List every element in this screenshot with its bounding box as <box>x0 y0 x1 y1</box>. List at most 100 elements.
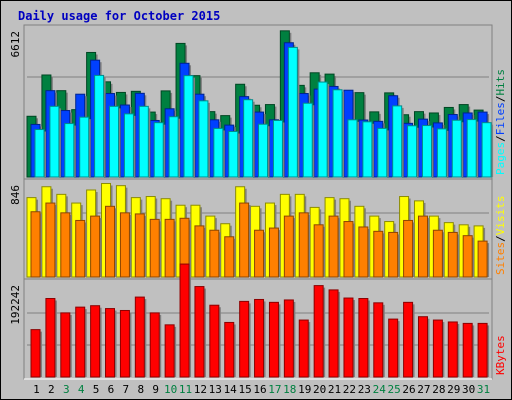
bar-sites <box>119 212 130 278</box>
bar-pages <box>49 105 60 178</box>
bar-pages <box>243 99 254 178</box>
bar-sites <box>313 224 324 278</box>
x-tick-label: 4 <box>78 383 85 396</box>
bar-kbytes <box>75 306 86 378</box>
bar-kbytes <box>179 263 190 378</box>
bar-pages <box>213 127 224 178</box>
bar-pages <box>332 89 343 178</box>
x-tick-label: 12 <box>194 383 207 396</box>
bar-sites <box>328 215 339 278</box>
bar-sites <box>75 219 86 278</box>
x-tick-label: 14 <box>224 383 238 396</box>
bar-sites <box>194 225 205 278</box>
bar-sites <box>268 227 279 278</box>
bar-pages <box>287 46 298 178</box>
x-tick-label: 11 <box>179 383 192 396</box>
legend-text: Pages/Files/Hits <box>494 69 507 175</box>
bar-pages <box>347 119 358 178</box>
bar-kbytes <box>254 298 265 378</box>
bar-kbytes <box>60 312 71 378</box>
bar-sites <box>343 221 354 278</box>
x-tick-label: 13 <box>209 383 222 396</box>
bar-kbytes <box>45 298 56 378</box>
bar-sites <box>239 202 250 278</box>
bar-pages <box>123 113 134 178</box>
x-tick-label: 19 <box>298 383 311 396</box>
bar-sites <box>90 215 101 278</box>
x-tick-label: 28 <box>432 383 445 396</box>
x-tick-label: 23 <box>358 383 371 396</box>
x-tick-label: 24 <box>373 383 387 396</box>
legend-text: KBytes <box>494 335 507 375</box>
legend-item-pages: Pages <box>494 142 507 175</box>
legend: KBytes <box>494 335 507 375</box>
bar-kbytes <box>224 321 235 378</box>
bar-pages <box>392 105 403 178</box>
bar-kbytes <box>283 299 294 378</box>
bar-kbytes <box>30 329 41 378</box>
bar-pages <box>481 122 492 178</box>
legend: Pages/Files/Hits <box>494 69 507 175</box>
bar-kbytes <box>164 324 175 378</box>
bar-pages <box>168 116 179 178</box>
x-tick-label: 7 <box>123 383 130 396</box>
y-max-label: 192242 <box>9 285 22 325</box>
bar-sites <box>447 231 458 278</box>
bar-kbytes <box>373 302 384 378</box>
bar-sites <box>60 212 71 278</box>
bar-kbytes <box>134 296 145 378</box>
bar-pages <box>138 105 149 178</box>
bar-sites <box>432 229 443 278</box>
bar-pages <box>377 127 388 178</box>
bar-pages <box>272 119 283 178</box>
x-tick-label: 1 <box>33 383 40 396</box>
bar-kbytes <box>209 304 220 378</box>
x-tick-label: 15 <box>238 383 251 396</box>
bar-sites <box>283 215 294 278</box>
x-tick-label: 8 <box>137 383 144 396</box>
bar-pages <box>64 123 75 178</box>
bar-pages <box>183 75 194 178</box>
bar-sites <box>477 240 488 278</box>
bar-sites <box>417 215 428 278</box>
legend-separator: / <box>494 135 507 142</box>
legend-separator: / <box>494 235 507 242</box>
x-tick-label: 29 <box>447 383 460 396</box>
bar-sites <box>134 213 145 278</box>
x-tick-label: 9 <box>152 383 159 396</box>
x-tick-label: 18 <box>283 383 296 396</box>
legend: Sites/Visits <box>494 196 507 276</box>
x-tick-label: 22 <box>343 383 356 396</box>
bar-pages <box>228 131 239 178</box>
bar-kbytes <box>105 308 116 378</box>
bar-sites <box>403 219 414 278</box>
bar-kbytes <box>477 322 488 378</box>
bar-kbytes <box>239 300 250 378</box>
bar-kbytes <box>358 298 369 378</box>
bar-pages <box>317 81 328 178</box>
legend-item-visits: Visits <box>494 196 507 236</box>
bar-sites <box>105 205 116 278</box>
bar-sites <box>388 231 399 278</box>
chart-title: Daily usage for October 2015 <box>18 9 220 23</box>
x-tick-label: 16 <box>253 383 266 396</box>
panel-sites-visits: 846 Sites/Visits <box>9 178 507 280</box>
bar-pages <box>421 125 432 178</box>
x-tick-label: 17 <box>268 383 281 396</box>
x-tick-label: 20 <box>313 383 326 396</box>
x-tick-label: 27 <box>417 383 430 396</box>
bar-sites <box>358 226 369 278</box>
bar-pages <box>362 121 373 178</box>
x-tick-label: 3 <box>63 383 70 396</box>
bar-pages <box>79 116 90 178</box>
bar-kbytes <box>90 305 101 378</box>
bar-sites <box>30 211 41 278</box>
bar-sites <box>462 235 473 278</box>
bar-pages <box>451 119 462 178</box>
x-tick-label: 21 <box>328 383 341 396</box>
legend-item-sites: Sites <box>494 242 507 275</box>
bar-sites <box>298 212 309 278</box>
bar-kbytes <box>313 285 324 378</box>
bar-kbytes <box>388 318 399 378</box>
